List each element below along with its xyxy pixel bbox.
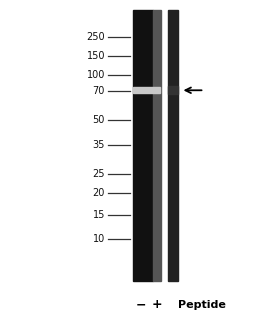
Bar [168,86,178,94]
Bar [133,10,153,281]
Text: −: − [136,298,147,311]
Bar [153,10,161,281]
Text: 250: 250 [86,32,105,42]
Text: 10: 10 [93,234,105,244]
Text: 25: 25 [92,169,105,179]
Text: 100: 100 [87,70,105,80]
Text: 20: 20 [93,188,105,198]
Text: 35: 35 [93,140,105,150]
Text: Peptide: Peptide [178,300,225,310]
Text: 70: 70 [93,86,105,96]
Bar [168,10,178,281]
Text: 150: 150 [87,51,105,61]
Text: 15: 15 [93,210,105,220]
Bar [133,87,160,93]
Text: 50: 50 [93,115,105,125]
Text: +: + [151,298,162,311]
